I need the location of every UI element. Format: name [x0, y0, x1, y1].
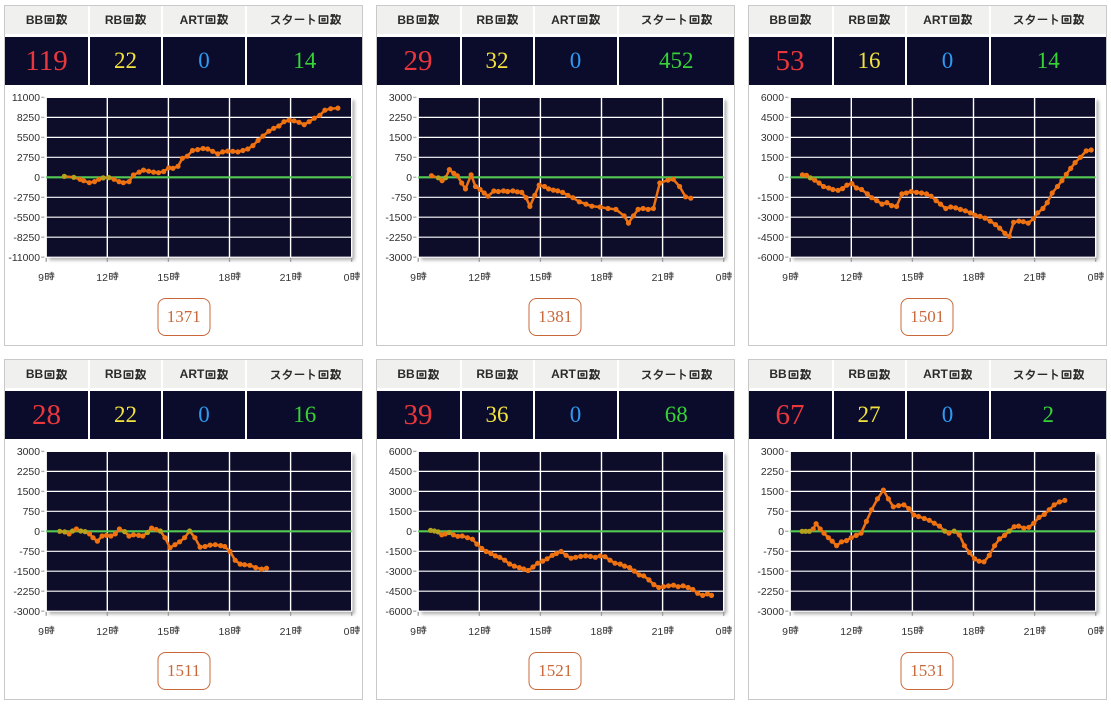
svg-text:6000: 6000	[388, 447, 411, 458]
svg-text:750: 750	[394, 153, 412, 164]
svg-text:21: 21	[280, 626, 292, 638]
svg-text:9: 9	[410, 272, 416, 284]
svg-text:18: 18	[962, 272, 974, 284]
svg-text:-1500: -1500	[385, 213, 412, 224]
svg-text:15: 15	[157, 626, 169, 638]
svg-text:0: 0	[406, 527, 412, 538]
svg-text:0: 0	[1087, 272, 1093, 284]
svg-text:12: 12	[468, 272, 480, 284]
svg-text:1500: 1500	[760, 487, 783, 498]
svg-text:15: 15	[901, 272, 913, 284]
svg-text:3000: 3000	[388, 487, 411, 498]
svg-text:-750: -750	[763, 547, 784, 558]
svg-text:-11000: -11000	[8, 253, 40, 264]
svg-text:-3000: -3000	[385, 253, 412, 264]
svg-text:15: 15	[157, 272, 169, 284]
svg-text:3000: 3000	[760, 447, 783, 458]
svg-text:-3000: -3000	[757, 607, 784, 618]
svg-text:-3000: -3000	[757, 213, 784, 224]
svg-text:0: 0	[406, 173, 412, 184]
svg-text:18: 18	[219, 272, 231, 284]
svg-text:18: 18	[590, 626, 602, 638]
svg-text:-1500: -1500	[757, 193, 784, 204]
svg-text:11000: 11000	[12, 93, 40, 104]
svg-text:18: 18	[962, 626, 974, 638]
svg-text:12: 12	[840, 272, 852, 284]
svg-text:-750: -750	[391, 193, 412, 204]
svg-text:-5500: -5500	[13, 213, 40, 224]
svg-text:0: 0	[34, 173, 40, 184]
svg-text:15: 15	[529, 626, 541, 638]
svg-text:12: 12	[840, 626, 852, 638]
svg-text:4500: 4500	[388, 467, 411, 478]
svg-text:12: 12	[96, 272, 108, 284]
svg-text:21: 21	[280, 272, 292, 284]
svg-text:12: 12	[468, 626, 480, 638]
svg-text:-4500: -4500	[757, 233, 784, 244]
svg-text:-8250: -8250	[13, 233, 40, 244]
svg-text:3000: 3000	[388, 93, 411, 104]
svg-text:-2250: -2250	[757, 587, 784, 598]
svg-text:2250: 2250	[388, 113, 411, 124]
svg-text:1500: 1500	[17, 487, 40, 498]
svg-text:21: 21	[1023, 626, 1035, 638]
svg-text:2750: 2750	[17, 153, 40, 164]
svg-text:9: 9	[410, 626, 416, 638]
svg-text:-1500: -1500	[757, 567, 784, 578]
svg-text:21: 21	[651, 272, 663, 284]
svg-text:750: 750	[23, 507, 41, 518]
svg-text:750: 750	[766, 507, 784, 518]
svg-text:-2250: -2250	[385, 233, 412, 244]
svg-text:1500: 1500	[760, 153, 783, 164]
svg-text:9: 9	[38, 272, 44, 284]
svg-text:9: 9	[782, 272, 788, 284]
svg-text:0: 0	[1087, 626, 1093, 638]
svg-text:4500: 4500	[760, 113, 783, 124]
svg-text:15: 15	[529, 272, 541, 284]
svg-text:-2250: -2250	[13, 587, 40, 598]
svg-text:-4500: -4500	[385, 587, 412, 598]
svg-text:-1500: -1500	[13, 567, 40, 578]
svg-text:1500: 1500	[388, 507, 411, 518]
svg-text:9: 9	[38, 626, 44, 638]
svg-text:2250: 2250	[760, 467, 783, 478]
svg-text:18: 18	[219, 626, 231, 638]
svg-text:0: 0	[344, 626, 350, 638]
svg-text:8250: 8250	[17, 113, 40, 124]
svg-text:-3000: -3000	[385, 567, 412, 578]
svg-text:-750: -750	[19, 547, 40, 558]
svg-text:0: 0	[778, 527, 784, 538]
svg-text:2250: 2250	[17, 467, 40, 478]
svg-text:3000: 3000	[17, 447, 40, 458]
svg-text:18: 18	[590, 272, 602, 284]
svg-text:0: 0	[715, 272, 721, 284]
svg-text:0: 0	[778, 173, 784, 184]
svg-text:21: 21	[1023, 272, 1035, 284]
svg-text:-1500: -1500	[385, 547, 412, 558]
svg-text:21: 21	[651, 626, 663, 638]
svg-text:1500: 1500	[388, 133, 411, 144]
svg-text:-2750: -2750	[13, 193, 40, 204]
svg-text:0: 0	[715, 626, 721, 638]
svg-text:0: 0	[34, 527, 40, 538]
svg-text:-6000: -6000	[757, 253, 784, 264]
svg-text:15: 15	[901, 626, 913, 638]
svg-text:12: 12	[96, 626, 108, 638]
svg-text:5500: 5500	[17, 133, 40, 144]
svg-text:-6000: -6000	[385, 607, 412, 618]
svg-text:6000: 6000	[760, 93, 783, 104]
svg-text:0: 0	[344, 272, 350, 284]
svg-text:9: 9	[782, 626, 788, 638]
svg-text:3000: 3000	[760, 133, 783, 144]
svg-text:-3000: -3000	[13, 607, 40, 618]
